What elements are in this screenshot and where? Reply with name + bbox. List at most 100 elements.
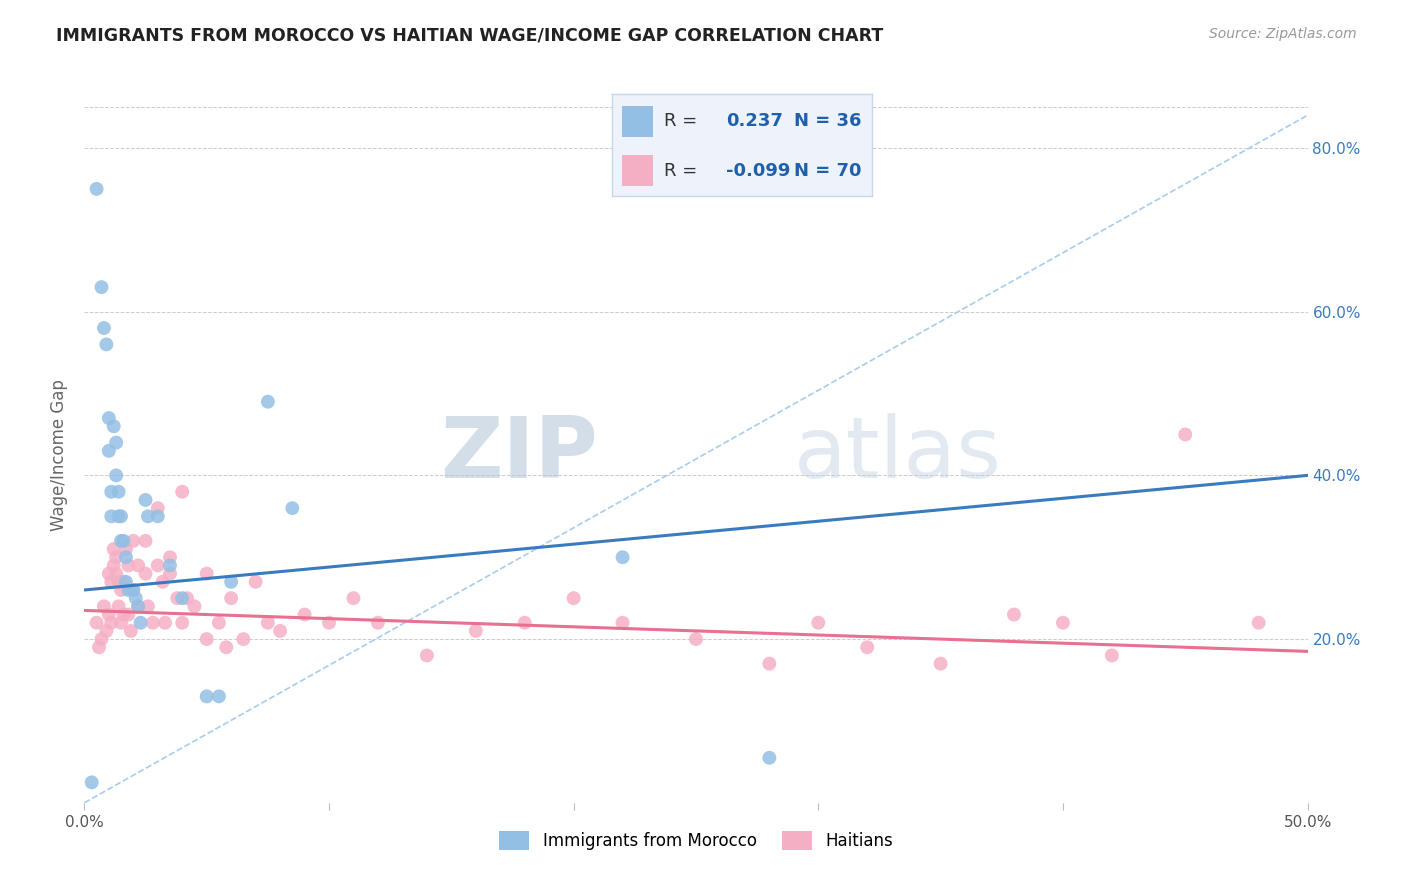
Point — [195, 632, 218, 646]
Point — [159, 566, 181, 581]
Point — [208, 615, 231, 630]
Text: 0.237: 0.237 — [725, 112, 783, 130]
Point — [96, 337, 118, 351]
Point — [172, 615, 194, 630]
Point — [129, 615, 152, 630]
Point — [97, 443, 120, 458]
Point — [127, 558, 149, 573]
Text: -0.099: -0.099 — [725, 161, 790, 179]
Point — [115, 550, 138, 565]
Point — [195, 690, 218, 704]
Point — [105, 566, 128, 581]
Point — [110, 533, 132, 548]
Point — [146, 509, 169, 524]
Text: IMMIGRANTS FROM MOROCCO VS HAITIAN WAGE/INCOME GAP CORRELATION CHART: IMMIGRANTS FROM MOROCCO VS HAITIAN WAGE/… — [56, 27, 883, 45]
Point — [122, 582, 145, 597]
Point — [219, 591, 242, 606]
Point — [685, 632, 707, 646]
Point — [856, 640, 879, 655]
Point — [245, 574, 267, 589]
Point — [117, 607, 139, 622]
Point — [1174, 427, 1197, 442]
Point — [135, 533, 157, 548]
Point — [107, 484, 129, 499]
FancyBboxPatch shape — [621, 155, 654, 186]
FancyBboxPatch shape — [621, 106, 654, 136]
Point — [100, 574, 122, 589]
Point — [416, 648, 439, 663]
Point — [103, 419, 125, 434]
Point — [107, 599, 129, 614]
Point — [110, 615, 132, 630]
Point — [90, 280, 112, 294]
Point — [929, 657, 952, 671]
Point — [115, 574, 138, 589]
Point — [152, 574, 174, 589]
Point — [96, 624, 118, 638]
Point — [758, 751, 780, 765]
Point — [136, 509, 159, 524]
Text: R =: R = — [664, 112, 697, 130]
Point — [125, 591, 148, 606]
Point — [93, 599, 115, 614]
Point — [86, 182, 108, 196]
Text: ZIP: ZIP — [440, 413, 598, 497]
Point — [146, 558, 169, 573]
Text: R =: R = — [664, 161, 697, 179]
Point — [120, 624, 142, 638]
Point — [807, 615, 830, 630]
Point — [112, 607, 135, 622]
Point — [100, 484, 122, 499]
Point — [219, 574, 242, 589]
Point — [136, 599, 159, 614]
Point — [513, 615, 536, 630]
Point — [257, 394, 280, 409]
Point — [159, 558, 181, 573]
Point — [612, 615, 634, 630]
Point — [215, 640, 238, 655]
Point — [110, 582, 132, 597]
Point — [127, 599, 149, 614]
Point — [103, 542, 125, 557]
Point — [100, 615, 122, 630]
Point — [232, 632, 254, 646]
Point — [758, 657, 780, 671]
Point — [122, 533, 145, 548]
Point — [86, 615, 108, 630]
Point — [110, 509, 132, 524]
Point — [100, 509, 122, 524]
Point — [612, 550, 634, 565]
Point — [1247, 615, 1270, 630]
Point — [80, 775, 103, 789]
Point — [97, 607, 120, 622]
Point — [93, 321, 115, 335]
Point — [107, 574, 129, 589]
Point — [195, 566, 218, 581]
Point — [103, 558, 125, 573]
Point — [135, 566, 157, 581]
Point — [562, 591, 585, 606]
Point — [166, 591, 188, 606]
Point — [97, 411, 120, 425]
Text: atlas: atlas — [794, 413, 1002, 497]
Point — [342, 591, 364, 606]
Point — [115, 542, 138, 557]
Y-axis label: Wage/Income Gap: Wage/Income Gap — [51, 379, 69, 531]
Text: N = 36: N = 36 — [793, 112, 862, 130]
Point — [107, 509, 129, 524]
Point — [294, 607, 316, 622]
Point — [172, 591, 194, 606]
Point — [87, 640, 110, 655]
Point — [208, 690, 231, 704]
Point — [183, 599, 205, 614]
Legend: Immigrants from Morocco, Haitians: Immigrants from Morocco, Haitians — [492, 824, 900, 857]
Point — [367, 615, 389, 630]
Point — [97, 566, 120, 581]
Point — [153, 615, 176, 630]
Point — [176, 591, 198, 606]
Point — [464, 624, 486, 638]
Point — [1002, 607, 1025, 622]
Point — [269, 624, 291, 638]
Text: N = 70: N = 70 — [793, 161, 862, 179]
Point — [1052, 615, 1074, 630]
